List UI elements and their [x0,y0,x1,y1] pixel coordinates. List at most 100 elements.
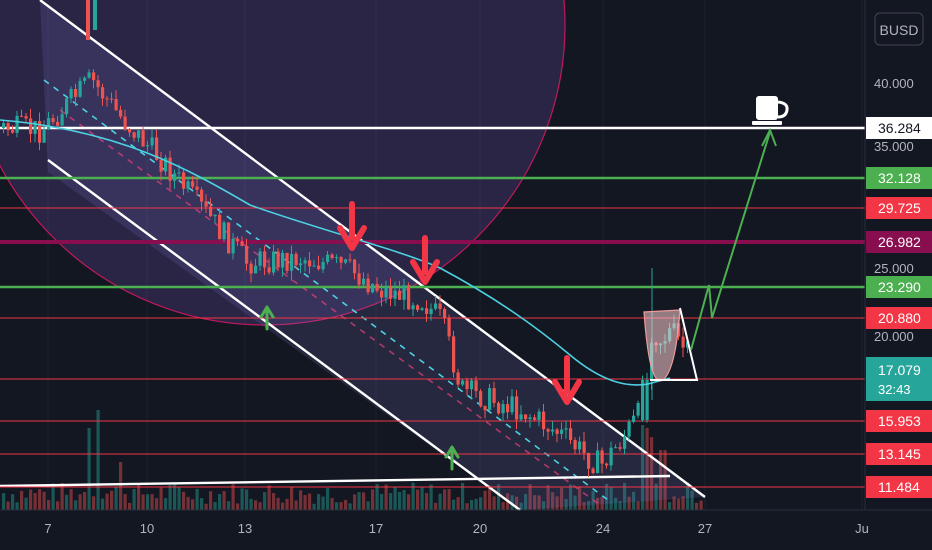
volume-bar [92,496,96,510]
candle [614,447,618,449]
volume-bar [434,502,438,510]
candle [519,414,523,420]
volume-bar [195,488,199,510]
volume-bar [452,499,456,510]
handle-triangle [650,307,699,381]
volume-bar [38,489,42,510]
volume-bar [150,494,154,510]
volume-bar [87,428,91,510]
candle [29,118,33,134]
candle [182,172,186,189]
time-tick: 24 [596,521,610,536]
volume-bar [578,486,582,510]
time-tick: 13 [238,521,252,536]
volume-bar [564,498,568,510]
candle [636,402,640,416]
volume-bar [479,497,483,510]
volume-bar [164,498,168,510]
volume-bar [321,496,325,510]
candle [33,121,37,134]
volume-bar [537,495,541,510]
ma-line [0,119,671,386]
volume-bar [407,494,411,510]
candle [195,186,199,190]
candle [272,251,276,273]
candle [524,414,528,420]
volume-bar [375,484,379,510]
moving-average [0,119,671,386]
volume-bar [510,495,514,510]
currency-label: BUSD [880,22,919,38]
volume-bar [119,462,123,510]
candle [330,254,334,258]
volume-bar [465,503,469,510]
candle [177,172,181,174]
volume-bar [83,492,87,510]
price-label-29.725: 29.725 [878,200,921,216]
candle [186,181,190,189]
down-arrow [337,201,367,251]
volume-bar [173,483,177,510]
volume-bar [2,493,6,510]
support-trendline [0,474,671,488]
volume-bar [524,494,528,510]
volume-bar [677,498,681,510]
candle [258,251,262,266]
price-label-20.880: 20.880 [878,310,921,326]
volume-bar [218,494,222,510]
down-arrow [552,355,582,405]
candle [56,121,60,126]
volume-bar [582,502,586,510]
volume-bar [344,499,348,510]
channel-mid-line [43,79,613,504]
candle [434,303,438,309]
candle [609,447,613,466]
price-ticks: 40.000 35.000 25.000 20.000 [874,76,914,344]
last-price-value: 17.079 [878,362,921,378]
volume-bar [213,502,217,510]
volume-bar [177,487,181,510]
volume-bar [182,491,186,510]
volume-bar [348,503,352,510]
time-tick: 27 [698,521,712,536]
candle [506,404,510,413]
volume-bar [222,491,226,510]
candle [93,0,97,30]
candle [596,450,600,474]
volume-bar [605,483,609,510]
candle [150,137,154,146]
candle [398,290,402,300]
volume-bar [497,484,501,510]
candle [164,157,168,172]
price-label-bg [866,167,932,189]
volume-bar [285,498,289,510]
candle [362,278,366,285]
candle [407,285,411,310]
currency-badge[interactable] [874,12,924,46]
volume-bar [609,486,613,510]
volume-bar [362,492,366,510]
volume-bar [141,494,145,510]
volume-bar [402,490,406,510]
volume-bar [290,486,294,510]
candle [69,89,73,99]
volume-bar [245,489,249,510]
candle [60,114,64,126]
price-label-36.284: 36.284 [878,120,921,136]
volume-bar [123,494,127,510]
volume-bar [47,500,51,510]
candle [429,308,433,314]
volume-bar [632,491,636,510]
candle [15,115,19,133]
volume-bar [299,490,303,510]
candle [213,214,217,217]
candle [222,222,226,240]
price-label-11.484: 11.484 [878,479,920,495]
candle [6,123,10,131]
candle [200,189,204,202]
time-axis[interactable]: 7 10 13 17 20 24 27 Ju [44,521,868,536]
candle [452,336,456,373]
candle [326,254,330,262]
candle [623,436,627,449]
